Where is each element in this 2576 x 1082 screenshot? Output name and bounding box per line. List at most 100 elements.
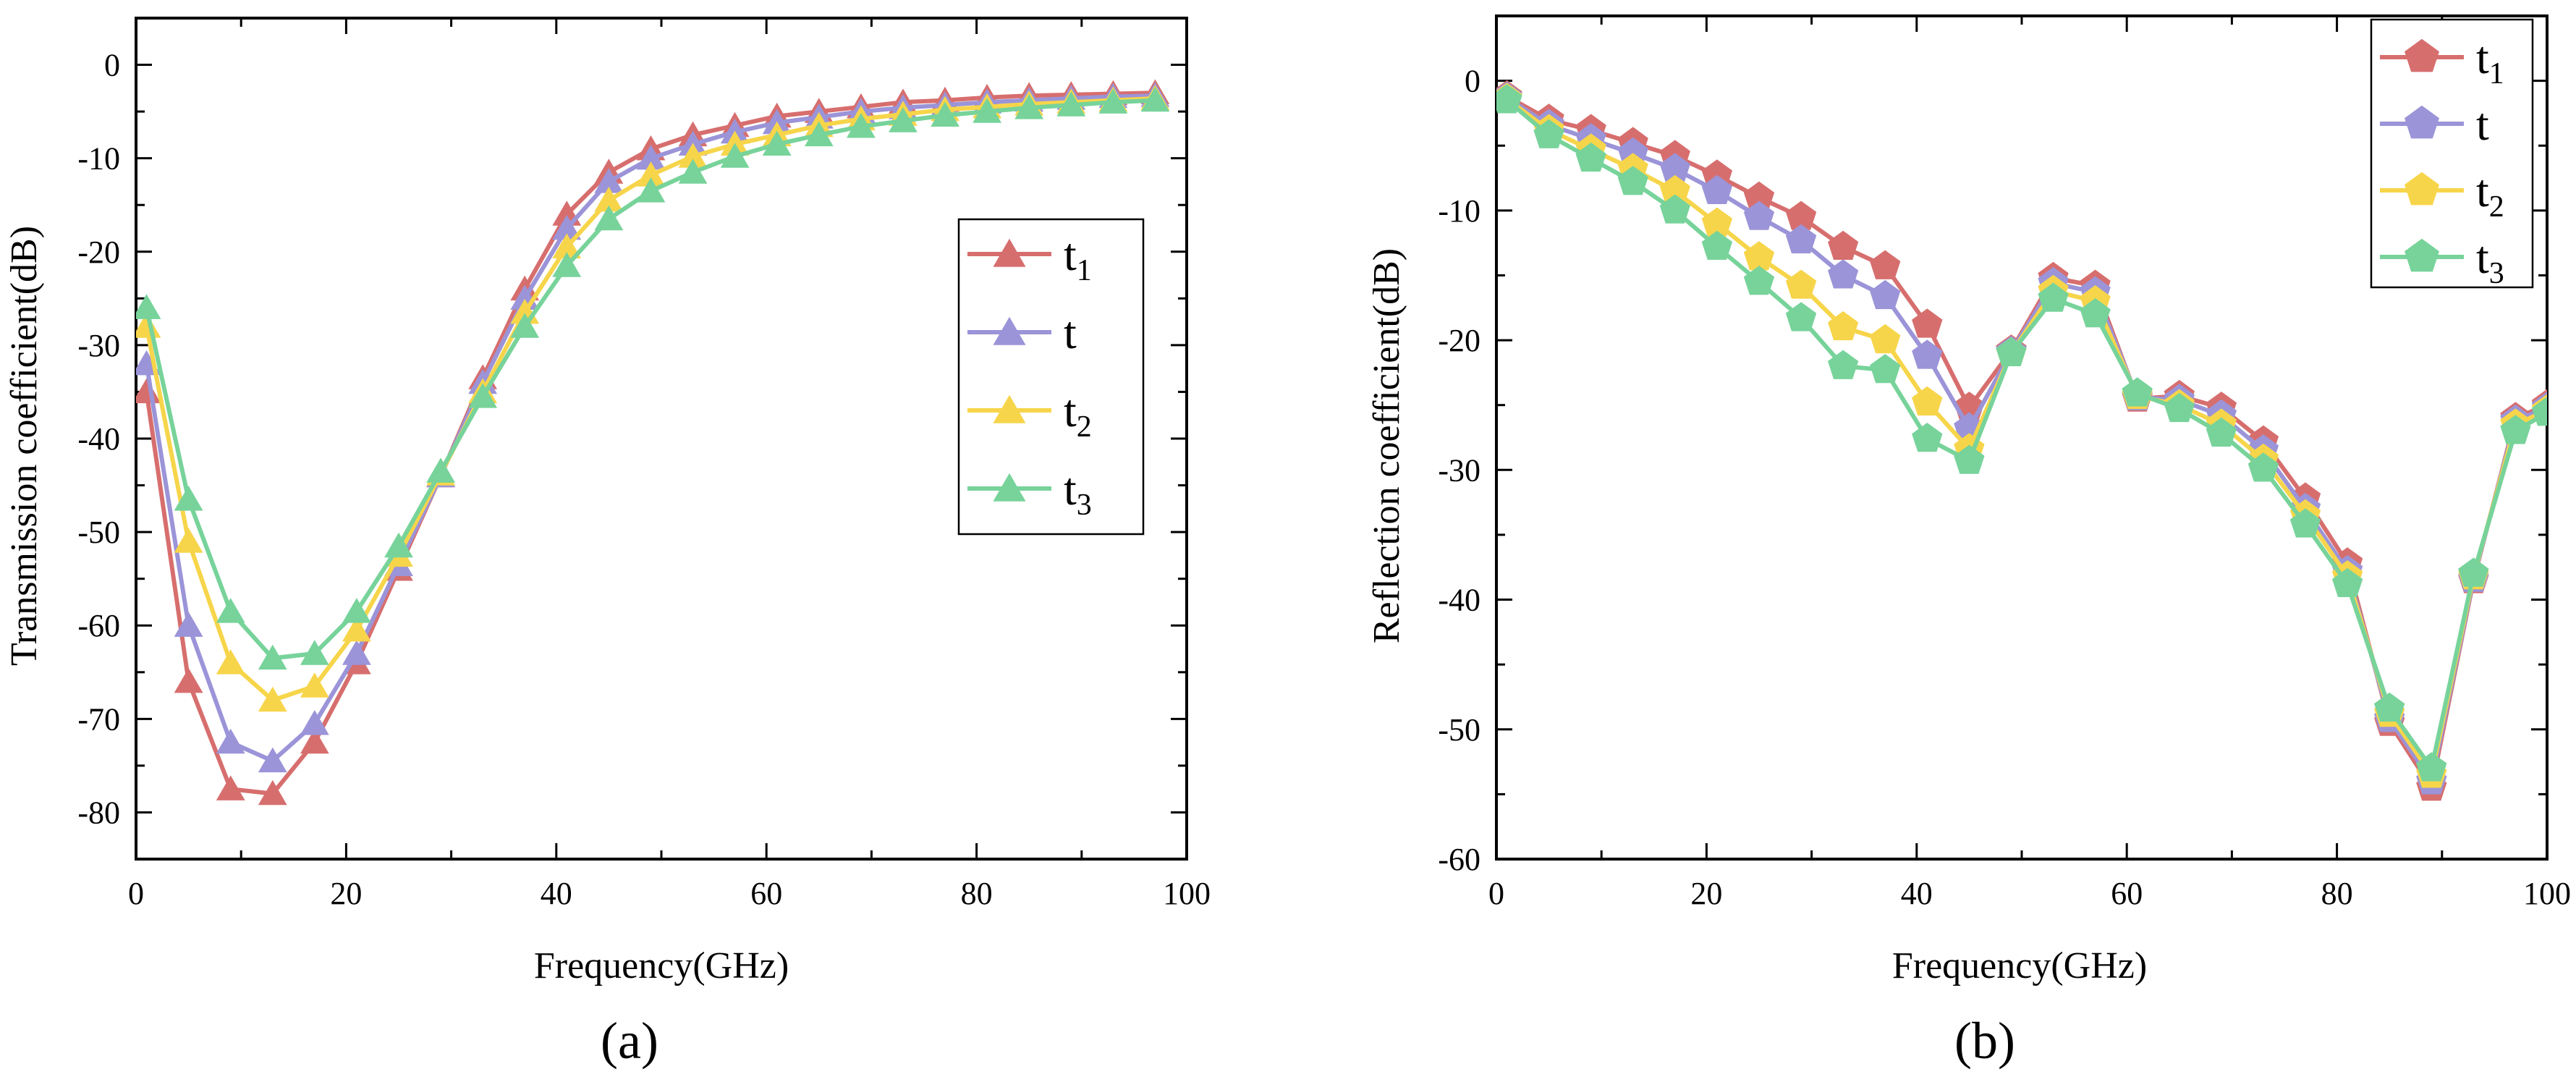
panel-a-x-tick-label: 0 <box>128 876 144 911</box>
panel-b-series-t3-point <box>1575 142 1606 172</box>
panel-a-series-t3-point <box>762 130 792 156</box>
panel-b-series-t3-point <box>1659 194 1690 224</box>
panel-b-series-t3-point <box>2206 417 2237 447</box>
panel-a-legend-marker <box>993 394 1026 423</box>
panel-a-y-tick-label: 0 <box>104 48 120 83</box>
panel-a-series-t3-point <box>1140 86 1170 112</box>
panel-b-y-tick-label: -10 <box>1438 193 1480 229</box>
panel-a-series-t3 <box>136 86 1170 670</box>
panel-a-series-t3-point <box>1056 91 1086 117</box>
panel-a-series-t-point <box>258 747 287 773</box>
panel-a-series-t1-point <box>174 667 203 693</box>
panel-a-y-tick-label: -80 <box>77 795 120 830</box>
panel-b-series-t3-point <box>2331 567 2363 597</box>
panel-b-label: (b) <box>1954 1012 2015 1070</box>
panel-a-y-tick-label: -50 <box>77 515 120 550</box>
panel-a-series-t3-point <box>1098 88 1128 114</box>
panel-b-y-tick-label: -40 <box>1438 583 1480 618</box>
panel-a-x-tick-label: 80 <box>961 876 993 911</box>
panel-b-x-tick-label: 80 <box>2321 876 2353 911</box>
panel-a-series-t1-point <box>216 775 245 800</box>
panel-b-series-t3-point <box>1617 166 1648 195</box>
panel-a-series-t3-point <box>342 598 371 623</box>
panel-b-series-t2-point <box>1912 386 1943 416</box>
panel-a-series-t3-point <box>258 644 287 670</box>
panel-b-series-t2-point <box>1870 324 1901 354</box>
panel-a-series-t2-point <box>216 649 245 675</box>
panel-b-series-t3-point <box>1996 337 2027 366</box>
panel-b-series-t2-point <box>1743 241 1775 271</box>
panel-a-x-tick-label: 100 <box>1163 876 1211 911</box>
panel-a-series-t3-point <box>973 98 1002 123</box>
panel-b-series-t-point <box>1743 200 1775 230</box>
panel-b-series-t3-point <box>2247 452 2279 482</box>
panel-b-x-axis-title: Frequency(GHz) <box>1892 945 2147 986</box>
panel-a-x-tick-label: 20 <box>330 876 362 911</box>
panel-a-series-t2-point <box>300 672 329 698</box>
panel-a-transmission-chart: Frequency(GHz) Transmission coefficient(… <box>4 17 1211 1070</box>
panel-b-series-t2-point <box>1785 269 1817 299</box>
panel-a-x-tick-label: 40 <box>541 876 572 911</box>
panel-a-legend-marker <box>993 316 1026 345</box>
panel-a-x-axis-title: Frequency(GHz) <box>534 945 789 986</box>
panel-a-series-t3-point <box>552 252 582 277</box>
panel-a-legend-marker <box>993 473 1026 502</box>
panel-a-series-t1-point <box>300 728 329 754</box>
panel-a-legend-marker <box>993 238 1026 267</box>
panel-a-y-tick-label: -40 <box>77 421 120 457</box>
panel-b-series-t-point <box>1785 224 1817 254</box>
panel-b-x-tick-label: 100 <box>2523 876 2571 911</box>
panel-b-series-t3-point <box>1828 350 1859 379</box>
panel-b-series-t3-point <box>2416 752 2447 782</box>
panel-a-y-tick-label: -10 <box>77 141 120 177</box>
panel-b-series-t3-point <box>2374 692 2405 722</box>
panel-a-y-tick-label: -30 <box>77 328 120 363</box>
panel-b-y-tick-label: -20 <box>1438 323 1480 358</box>
panel-a-series-t-point <box>300 709 329 735</box>
panel-b-series-t3-point <box>2164 392 2195 423</box>
panel-a-series-t3-point <box>889 107 918 132</box>
panel-b-y-tick-label: -60 <box>1438 842 1480 877</box>
panel-b-series-t3-point <box>2038 282 2069 312</box>
panel-a-legend-box <box>957 218 1145 536</box>
panel-b-series-t3-point <box>1912 423 1943 452</box>
panel-b-x-tick-label: 40 <box>1901 876 1933 911</box>
panel-b-x-tick-label: 60 <box>2111 876 2143 911</box>
panel-b-series-t-point <box>1701 174 1733 204</box>
panel-a-y-tick-label: -60 <box>77 608 120 643</box>
panel-a-series-t3-point <box>846 113 876 138</box>
panel-a-series-t3-point <box>678 159 708 184</box>
panel-a-series-t3-point <box>468 383 498 408</box>
panel-b-series-t1-point <box>1912 308 1943 338</box>
panel-a-series-t3-point <box>594 205 624 231</box>
panel-a-series-t3-point <box>136 294 161 319</box>
panel-b-series-t-point <box>1912 339 1943 369</box>
panel-a-series-t2-point <box>342 616 371 642</box>
panel-b-series-t3-point <box>2080 297 2111 328</box>
panel-b-series-t3-point <box>1870 354 1901 384</box>
panel-b-series-t1-point <box>1870 250 1901 279</box>
panel-a-series-t3-point <box>384 532 413 558</box>
panel-a-series-t3-point <box>426 457 456 483</box>
panel-a-series-t3-point <box>1014 94 1044 119</box>
panel-b-series-t3-point <box>1533 119 1564 148</box>
panel-a-x-tick-label: 60 <box>750 876 782 911</box>
panel-b-legend-label: t <box>2476 98 2489 150</box>
panel-b-series-t1-point <box>1828 230 1859 260</box>
panel-b-y-tick-label: 0 <box>1465 64 1480 99</box>
panel-a-series-t3-point <box>510 313 540 338</box>
panel-b-series-t3-point <box>2458 557 2489 587</box>
panel-a-label: (a) <box>601 1012 658 1070</box>
panel-b-y-axis-title: Reflection coefficient(dB) <box>1366 248 1407 643</box>
panel-b-series-t3-point <box>1701 230 1733 260</box>
panel-b-legend-marker <box>2405 238 2439 272</box>
panel-b-reflection-chart: Frequency(GHz) Reflection coefficient(dB… <box>1366 14 2571 1070</box>
panel-b-x-tick-label: 20 <box>1690 876 1722 911</box>
panel-a-y-tick-label: -20 <box>77 234 120 270</box>
panel-a-series-t3-point <box>931 101 959 127</box>
panel-a-series-t-point <box>342 640 371 665</box>
panel-a-series-t2-point <box>258 686 287 712</box>
panel-b-legend-marker <box>2405 105 2439 139</box>
